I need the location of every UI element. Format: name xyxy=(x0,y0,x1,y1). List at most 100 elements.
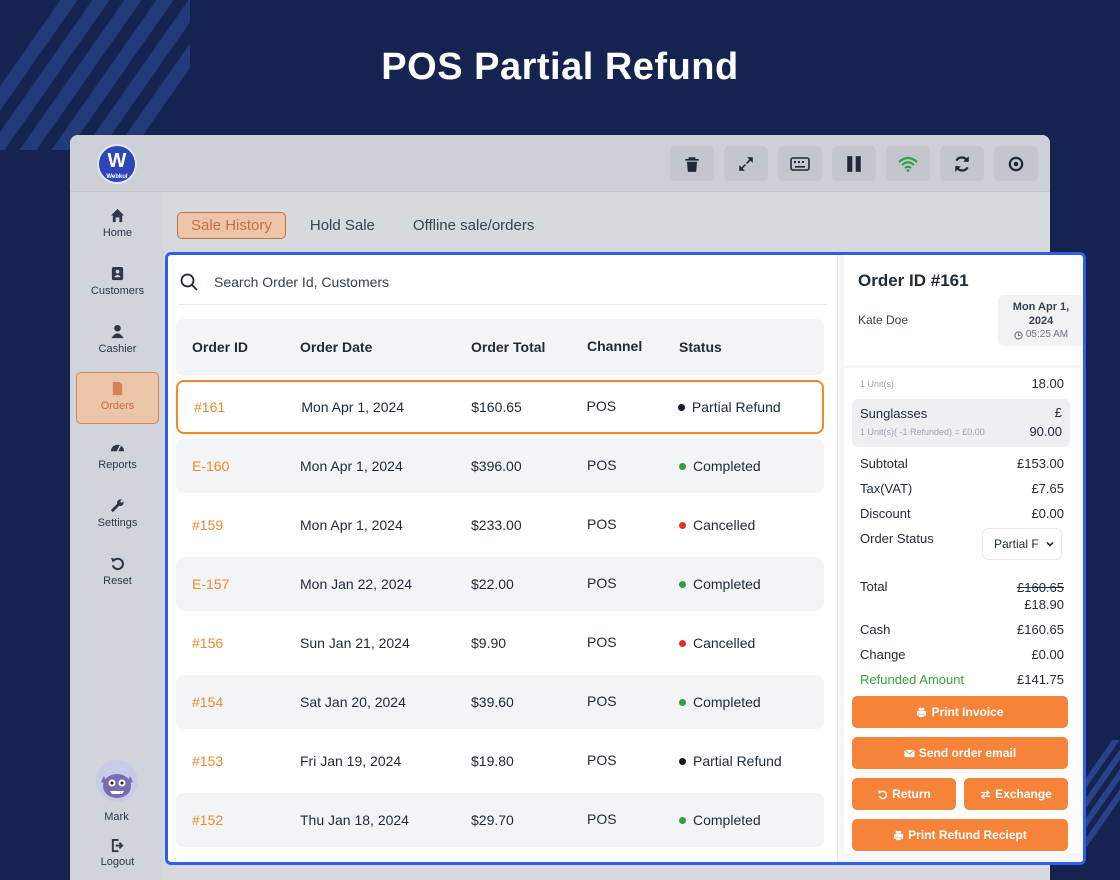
undo-icon xyxy=(110,557,124,571)
order-status-label-row: Order Status xyxy=(860,531,934,546)
expand-button[interactable] xyxy=(724,146,768,181)
dashboard-icon xyxy=(110,444,125,452)
tab-sale-history[interactable]: Sale History xyxy=(177,212,286,239)
sidebar-item-orders[interactable]: Orders xyxy=(76,372,159,424)
sync-button[interactable] xyxy=(940,146,984,181)
order-status: Cancelled xyxy=(679,635,824,651)
status-text: Completed xyxy=(693,694,761,710)
order-date: Mon Apr 1, 2024 xyxy=(300,458,403,474)
order-channel: POS xyxy=(587,751,617,768)
order-date: Mon Apr 1, 2024 xyxy=(301,399,405,415)
col-channel: Channel xyxy=(587,338,643,354)
file-icon xyxy=(112,381,123,396)
table-row[interactable]: #161 Mon Apr 1, 2024 $160.65 POS Partial Ref… xyxy=(176,380,824,434)
webkul-logo: W Webkul xyxy=(97,144,137,184)
table-row[interactable]: E-160 Mon Apr 1, 2024 $396.00 POS Completed xyxy=(176,439,824,493)
total-row: Total £160.65 £18.90 xyxy=(860,579,1064,612)
orders-table: Order ID Order Date Order Total Channel … xyxy=(176,319,824,847)
order-id-link[interactable]: #153 xyxy=(192,753,224,769)
envelope-icon xyxy=(904,749,915,757)
status-text: Completed xyxy=(693,576,761,592)
status-text: Cancelled xyxy=(693,635,756,651)
cash-row: Cash £160.65 xyxy=(860,622,1064,637)
wrench-icon xyxy=(110,499,124,513)
sidebar-item-settings[interactable]: Settings xyxy=(76,490,159,542)
exchange-button[interactable]: Exchange xyxy=(964,778,1068,810)
table-row[interactable]: #153 Fri Jan 19, 2024 $19.80 POS Partial Ref… xyxy=(176,734,824,788)
line-item-prev: 1 Unit(s) 18.00 xyxy=(860,376,1064,391)
return-button[interactable]: Return xyxy=(852,778,956,810)
order-status: Completed xyxy=(679,458,824,474)
settings-button[interactable] xyxy=(994,146,1038,181)
table-row[interactable]: #159 Mon Apr 1, 2024 $233.00 POS Cancelled xyxy=(176,498,824,552)
order-status: Cancelled xyxy=(679,517,824,533)
order-date: Sat Jan 20, 2024 xyxy=(300,694,406,710)
table-row[interactable]: #156 Sun Jan 21, 2024 $9.90 POS Cancelled xyxy=(176,616,824,670)
trash-button[interactable] xyxy=(670,146,714,181)
table-header: Order ID Order Date Order Total Channel … xyxy=(176,319,824,375)
expand-icon xyxy=(739,156,753,171)
order-id-link[interactable]: #152 xyxy=(192,812,224,828)
status-dot xyxy=(679,816,686,824)
sidebar-item-customers[interactable]: Customers xyxy=(76,258,159,310)
order-channel: POS xyxy=(587,574,617,591)
order-id-link[interactable]: #156 xyxy=(192,635,224,651)
undo-icon xyxy=(878,789,888,799)
sidebar-item-reset[interactable]: Reset xyxy=(76,548,159,600)
pause-icon xyxy=(847,155,861,172)
keyboard-button[interactable] xyxy=(778,146,822,181)
order-id-link[interactable]: #159 xyxy=(192,517,224,533)
status-text: Partial Refund xyxy=(691,399,781,415)
status-text: Completed xyxy=(693,812,761,828)
order-status: Completed xyxy=(679,812,824,828)
table-row[interactable]: #154 Sat Jan 20, 2024 $39.60 POS Completed xyxy=(176,675,824,729)
change-row: Change £0.00 xyxy=(860,647,1064,662)
status-dot xyxy=(679,462,686,470)
order-date: Thu Jan 18, 2024 xyxy=(300,812,409,828)
order-total: $22.00 xyxy=(471,576,514,592)
status-dot xyxy=(679,521,686,529)
status-dot xyxy=(679,698,686,706)
hero-title: POS Partial Refund xyxy=(381,46,739,88)
order-id-link[interactable]: E-160 xyxy=(192,458,230,474)
send-email-button[interactable]: Send order email xyxy=(852,737,1068,769)
sidebar-item-reports[interactable]: Reports xyxy=(76,432,159,484)
clock-icon xyxy=(1014,330,1023,340)
col-order-id: Order ID xyxy=(192,339,249,355)
status-dot xyxy=(677,403,685,411)
search-input[interactable]: Search Order Id, Customers xyxy=(214,274,390,290)
order-detail-title: Order ID #161 xyxy=(858,271,969,290)
trash-icon xyxy=(685,156,699,172)
monster-avatar-icon xyxy=(101,774,133,798)
order-id-link[interactable]: #154 xyxy=(192,694,224,710)
contacts-icon xyxy=(111,266,124,281)
order-total: $160.65 xyxy=(471,399,522,415)
order-status-select[interactable]: Partial F xyxy=(982,528,1062,560)
status-text: Completed xyxy=(693,458,761,474)
order-search[interactable]: Search Order Id, Customers xyxy=(178,260,826,305)
table-row[interactable]: #152 Thu Jan 18, 2024 $29.70 POS Completed xyxy=(176,793,824,847)
sidebar-item-home[interactable]: Home xyxy=(76,200,159,252)
chevron-down-icon xyxy=(1046,541,1054,547)
tab-offline-orders[interactable]: Offline sale/orders xyxy=(412,217,535,234)
order-id-link[interactable]: #161 xyxy=(194,399,226,415)
order-status: Completed xyxy=(679,576,824,592)
print-invoice-button[interactable]: Print Invoice xyxy=(852,696,1068,728)
sidebar-item-cashier[interactable]: Cashier xyxy=(76,316,159,368)
discount-row: Discount £0.00 xyxy=(860,506,1064,521)
order-summary: 1 Unit(s) 18.00 Sunglasses 1 Unit(s)( -1… xyxy=(844,368,1080,853)
order-date: Mon Apr 1, 2024 xyxy=(300,517,403,533)
order-status: Partial Refund xyxy=(677,399,822,415)
pause-button[interactable] xyxy=(832,146,876,181)
order-channel: POS xyxy=(587,515,617,532)
order-id-link[interactable]: E-157 xyxy=(192,576,230,592)
logout-button[interactable]: Logout xyxy=(76,832,159,876)
order-status: Partial Refund xyxy=(679,753,824,769)
wifi-button[interactable] xyxy=(886,146,930,181)
avatar[interactable] xyxy=(96,760,138,802)
table-row[interactable]: E-157 Mon Jan 22, 2024 $22.00 POS Completed xyxy=(176,557,824,611)
col-order-date: Order Date xyxy=(300,339,373,355)
print-refund-receipt-button[interactable]: Print Refund Reciept xyxy=(852,819,1068,851)
search-icon xyxy=(180,273,198,291)
tab-hold-sale[interactable]: Hold Sale xyxy=(309,217,375,234)
